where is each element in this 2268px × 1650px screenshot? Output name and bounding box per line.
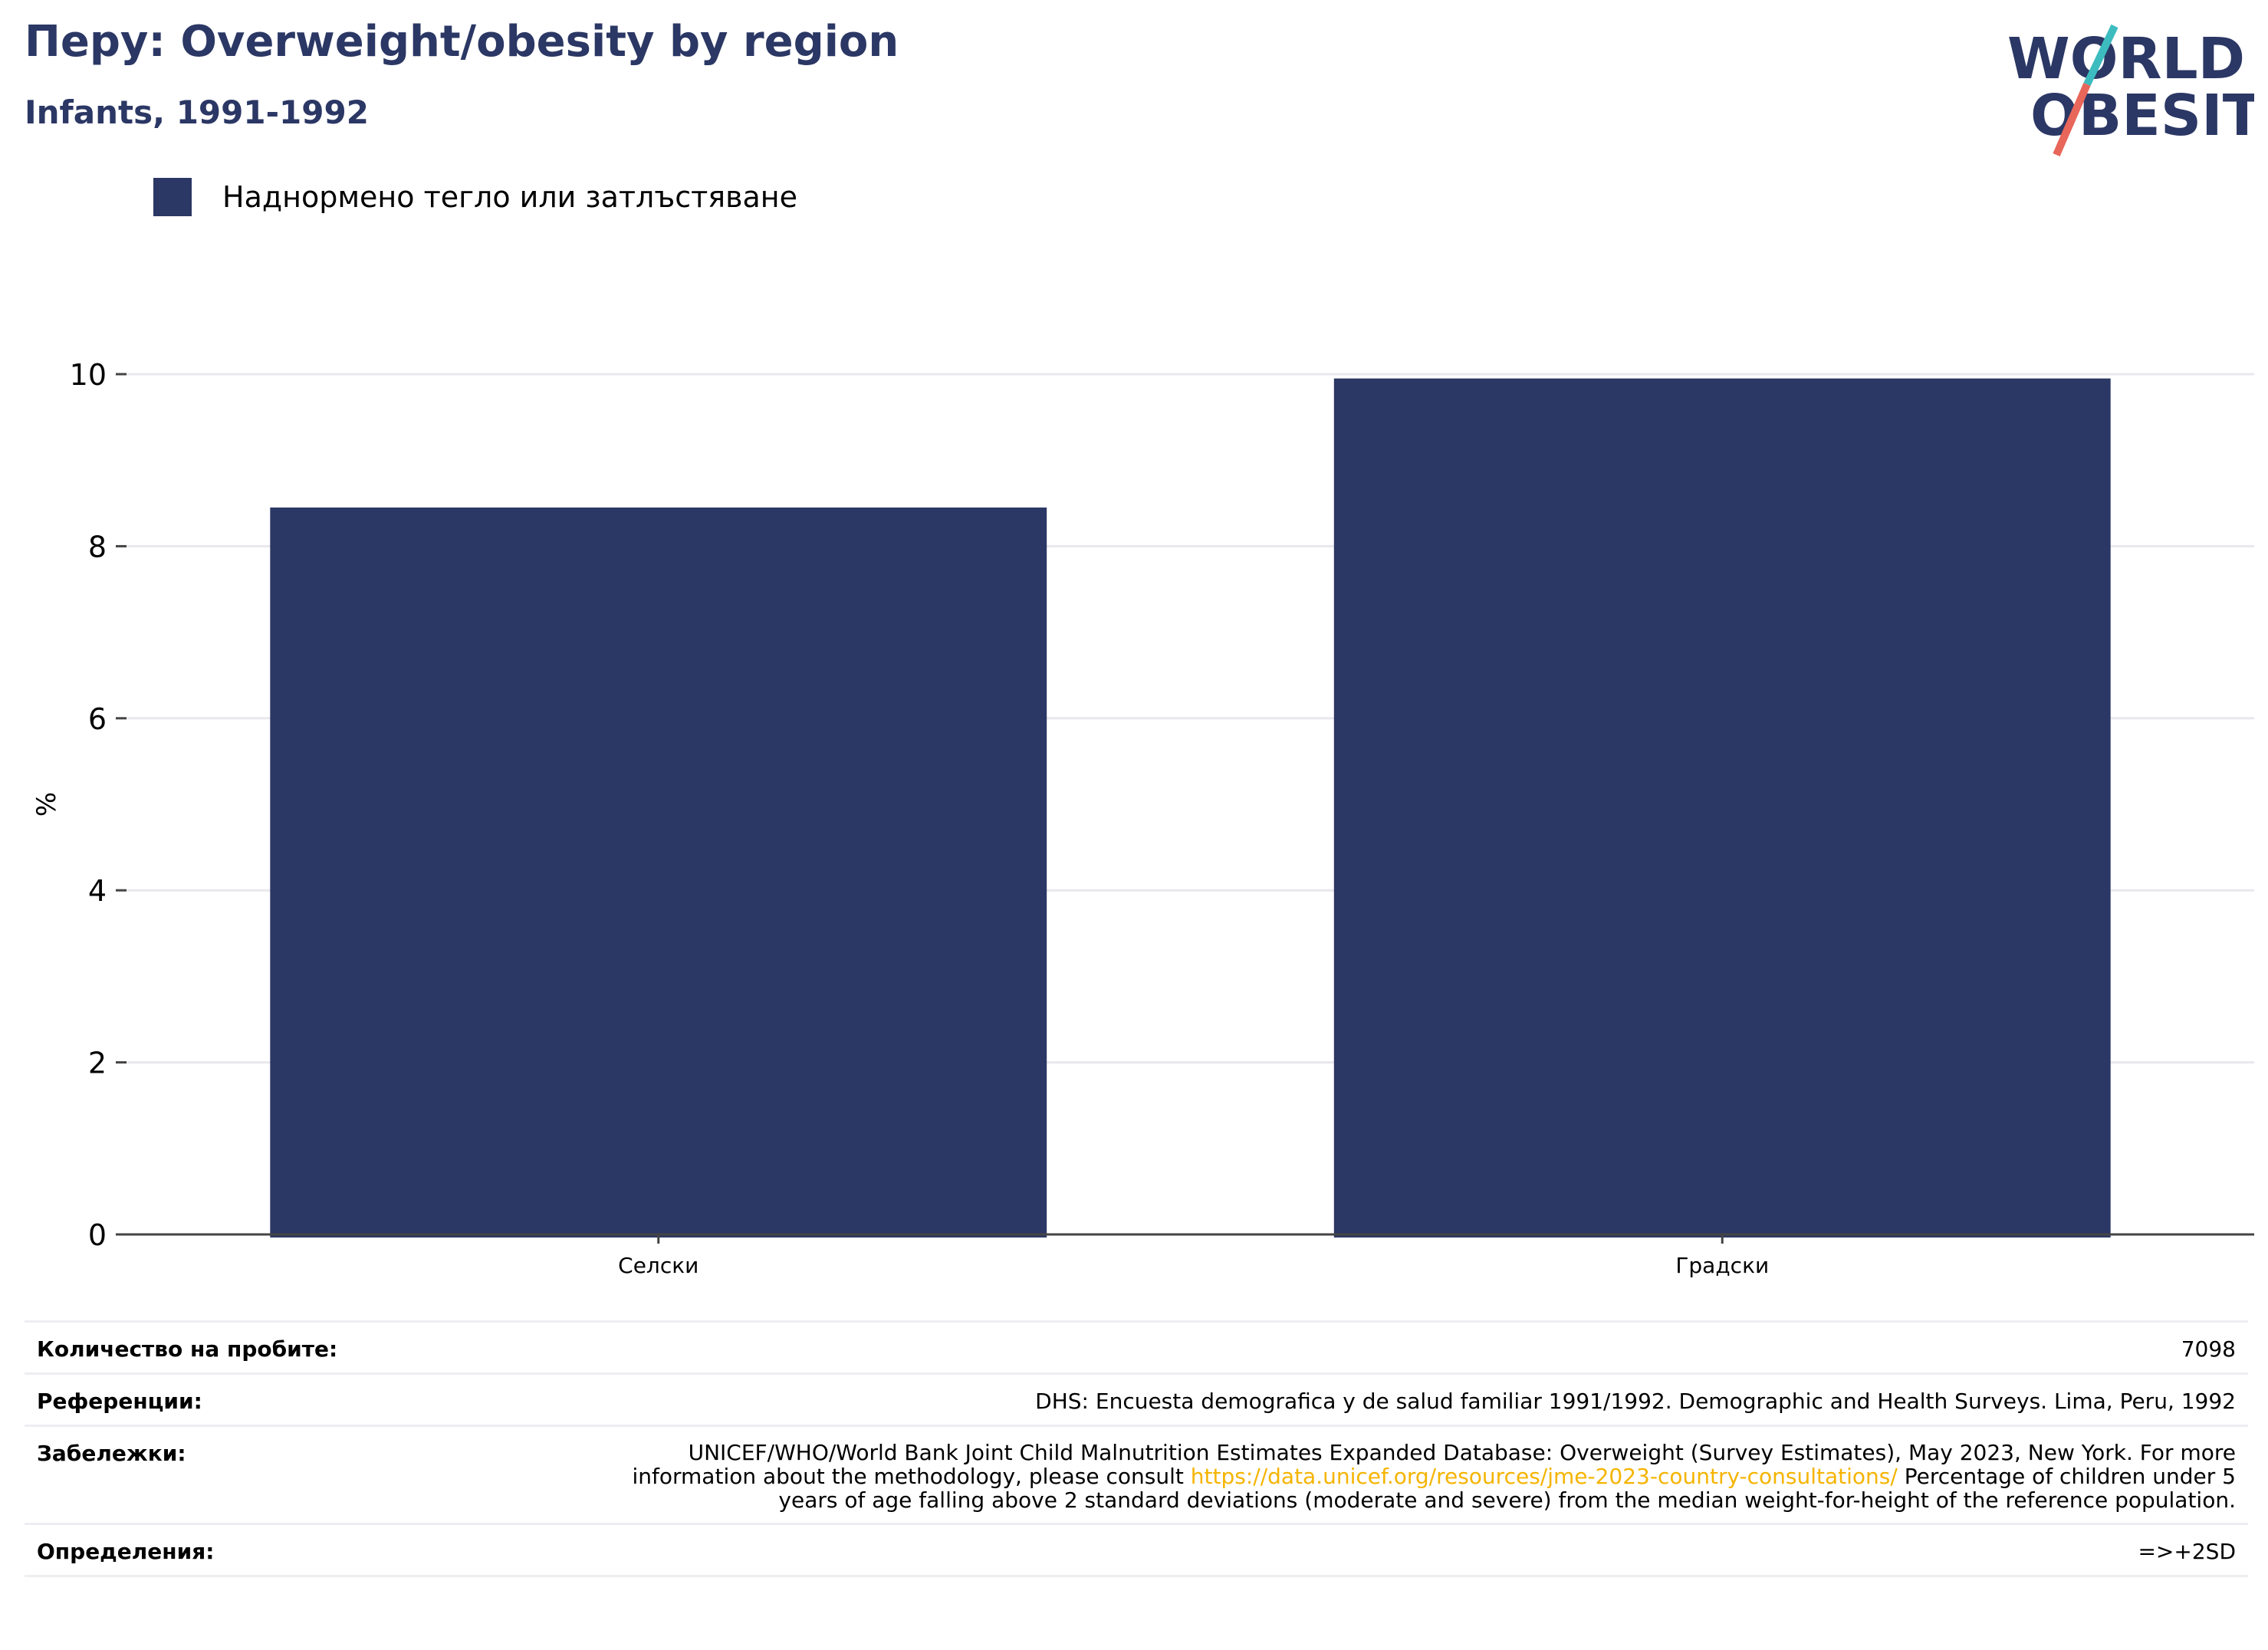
bar-chart: 0 2 4 6 8 10 Селски Градски % xyxy=(31,358,2254,1278)
bar-Селски[interactable] xyxy=(270,507,1047,1238)
y-tick-label: 4 xyxy=(88,874,107,908)
definitions-label: Определения: xyxy=(37,1539,215,1564)
notes-text-before: UNICEF/WHO/World Bank Joint Child Malnut… xyxy=(632,1440,2237,1489)
legend-label: Наднормено тегло или затлъстяване xyxy=(222,180,797,214)
notes-link[interactable]: https://data.unicef.org/resources/jme-20… xyxy=(1190,1464,1898,1489)
info-row-definitions: Определения: =>+2SD xyxy=(25,1523,2248,1577)
notes-label: Забележки: xyxy=(37,1441,186,1466)
y-axis-ticks: 0 2 4 6 8 10 xyxy=(70,358,127,1252)
info-row-references: Референции: DHS: Encuesta demografica y … xyxy=(25,1372,2248,1425)
definitions-value: =>+2SD xyxy=(2138,1539,2236,1564)
x-axis-ticks: Селски Градски xyxy=(618,1234,1769,1278)
info-row-notes: Забележки: UNICEF/WHO/World Bank Joint C… xyxy=(25,1425,2248,1523)
logo-line1: WORLD xyxy=(2007,26,2245,92)
legend-swatch xyxy=(153,178,192,216)
y-tick-label: 0 xyxy=(88,1218,107,1252)
sample-size-value: 7098 xyxy=(2181,1336,2236,1362)
y-tick-label: 8 xyxy=(88,530,107,564)
chart-legend: Наднормено тегло или затлъстяване xyxy=(153,178,797,216)
logo-slash-bottom xyxy=(2053,83,2091,156)
x-tick-label: Градски xyxy=(1675,1253,1769,1278)
references-value: DHS: Encuesta demografica y de salud fam… xyxy=(1035,1389,2236,1414)
notes-text-after: Percentage of children under 5 years of … xyxy=(778,1464,2236,1513)
y-tick-label: 10 xyxy=(70,358,107,392)
y-tick-label: 2 xyxy=(88,1047,107,1080)
y-axis-label: % xyxy=(31,792,62,817)
bars xyxy=(270,378,2111,1238)
logo-slash-top xyxy=(2083,24,2118,87)
sample-size-label: Количество на пробите: xyxy=(37,1336,338,1362)
info-table: Количество на пробите: 7098 Референции: … xyxy=(25,1320,2248,1577)
x-tick-label: Селски xyxy=(618,1253,698,1278)
chart-title: Перу: Overweight/obesity by region xyxy=(25,17,899,67)
chart-subtitle: Infants, 1991-1992 xyxy=(25,94,369,131)
world-obesity-logo: WORLD OBESITY xyxy=(2007,24,2254,156)
references-label: Референции: xyxy=(37,1389,202,1414)
y-tick-label: 6 xyxy=(88,702,107,736)
info-row-sample-size: Количество на пробите: 7098 xyxy=(25,1320,2248,1372)
bar-Градски[interactable] xyxy=(1333,378,2111,1238)
notes-value: UNICEF/WHO/World Bank Joint Child Malnut… xyxy=(618,1440,2237,1513)
